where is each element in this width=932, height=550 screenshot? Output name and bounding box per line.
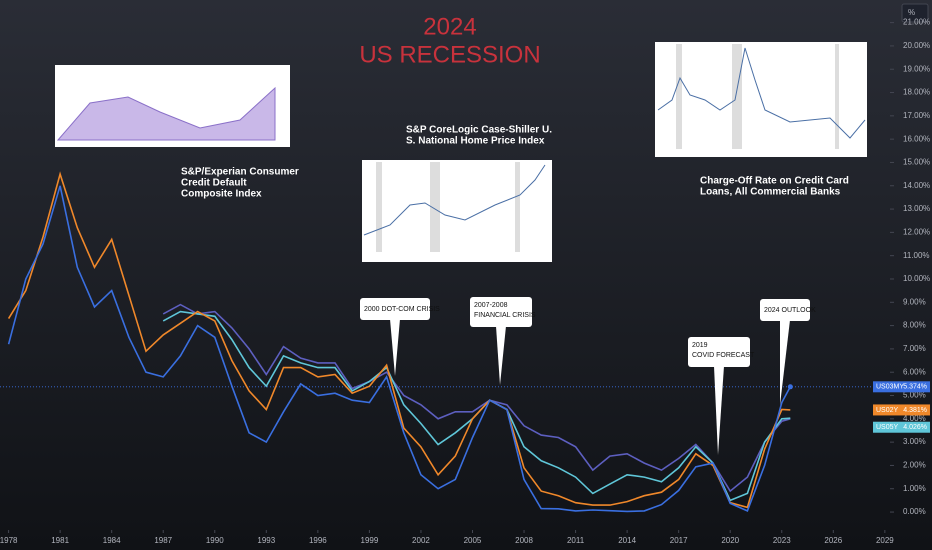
x-tick-label: 1984 [103,536,121,545]
price-label-box [873,404,930,416]
price-label-name: US02Y [876,407,899,414]
callout-pointer [780,320,790,405]
y-tick-label: 1.00% [903,484,926,493]
price-label-value: 4.381% [903,407,927,414]
x-tick-label: 1996 [309,536,327,545]
callout-text: 2000 DOT-COM CRISIS [364,306,440,313]
title-line: US RECESSION [359,41,540,68]
inset-caption: S&P/Experian Consumer [181,167,299,178]
last-point [787,384,793,390]
inset-credit-default [55,65,290,147]
inset-caption: Composite Index [181,189,262,200]
price-label-box [873,381,930,393]
inset-caption: Charge-Off Rate on Credit Card [700,176,849,187]
y-tick-label: 9.00% [903,297,926,306]
y-tick-label: 4.00% [903,414,926,423]
y-tick-label: 6.00% [903,367,926,376]
x-tick-label: 1990 [206,536,224,545]
y-tick-label: 8.00% [903,321,926,330]
x-tick-label: 2020 [721,536,739,545]
x-tick-label: 1999 [361,536,379,545]
x-tick-label: 2005 [464,536,482,545]
inset-charge-off [655,42,867,157]
unit-button-label[interactable]: % [908,8,915,17]
callout-box [470,297,532,327]
x-tick-label: 1978 [0,536,18,545]
x-tick-label: 1993 [257,536,275,545]
x-tick-label: 2026 [824,536,842,545]
inset-caption: S&P CoreLogic Case-Shiller U. [406,125,552,136]
x-tick-label: 2014 [618,536,636,545]
inset-home-price [362,160,552,262]
unit-button[interactable] [901,3,929,23]
callout-text: 2024 OUTLOOK [764,307,816,314]
y-tick-label: 3.00% [903,437,926,446]
callout-pointer [390,319,400,376]
y-tick-label: 10.00% [903,274,930,283]
price-label-name: US05Y [876,424,899,431]
inset-caption: Loans, All Commercial Banks [700,187,841,198]
inset-caption: S. National Home Price Index [406,136,545,147]
y-tick-label: 2.00% [903,461,926,470]
title-line: 2024 [423,13,476,40]
x-tick-label: 2008 [515,536,533,545]
y-tick-label: 14.00% [903,181,930,190]
price-label-name: US03MY [876,384,904,391]
y-tick-label: 11.00% [903,251,930,260]
x-tick-label: 1981 [51,536,69,545]
series-line [7,185,792,513]
callout-text: COVID FORECAST [692,352,755,359]
series-line [162,303,791,493]
y-tick-label: 12.00% [903,227,930,236]
inset-caption: Credit Default [181,178,247,189]
x-tick-label: 2011 [567,536,585,545]
callout-text: 2019 [692,342,708,349]
x-tick-label: 2017 [670,536,688,545]
price-label-box [873,421,930,433]
callout-text: 2007-2008 [474,302,508,309]
y-tick-label: 21.00% [903,18,930,27]
y-tick-label: 20.00% [903,41,930,50]
price-label-value: 5.374% [903,384,927,391]
callout-box [760,299,810,321]
x-tick-label: 2023 [773,536,791,545]
callout-box [688,337,750,367]
callout-text: FINANCIAL CRISIS [474,312,536,319]
x-tick-label: 1987 [154,536,172,545]
y-tick-label: 18.00% [903,88,930,97]
y-tick-label: 19.00% [903,64,930,73]
callout-box [360,298,430,320]
callout-pointer [714,366,724,455]
x-tick-label: 2002 [412,536,430,545]
series-line [7,171,791,509]
y-tick-label: 17.00% [903,111,930,120]
y-tick-label: 13.00% [903,204,930,213]
y-tick-label: 0.00% [903,507,926,516]
price-label-value: 4.026% [903,424,927,431]
callout-pointer [496,326,506,385]
y-tick-label: 7.00% [903,344,926,353]
y-tick-label: 5.00% [903,391,926,400]
y-tick-label: 16.00% [903,134,930,143]
y-tick-label: 15.00% [903,158,930,167]
x-tick-label: 2029 [876,536,894,545]
